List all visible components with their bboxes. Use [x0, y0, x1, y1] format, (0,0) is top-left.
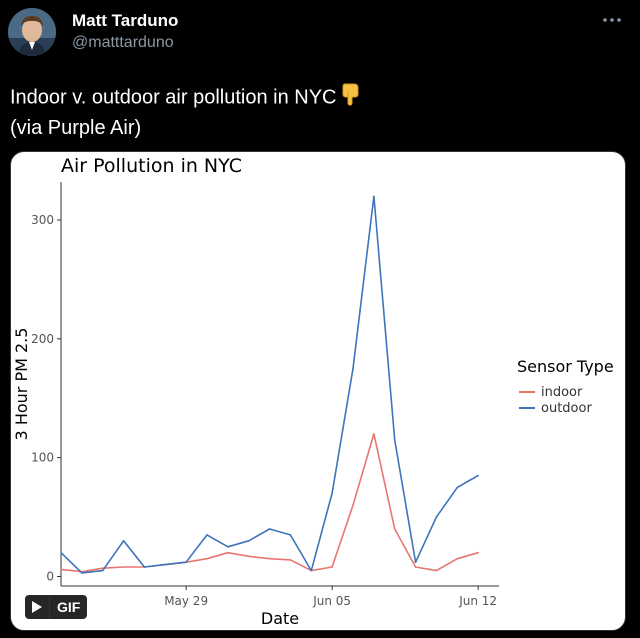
data-point-outdoor	[81, 572, 83, 574]
data-point-outdoor	[227, 545, 229, 548]
x-tick-label: Jun 12	[458, 594, 497, 608]
y-axis-title: 3 Hour PM 2.5	[12, 328, 31, 441]
data-point-outdoor	[310, 569, 313, 572]
y-tick-label: 0	[46, 569, 54, 583]
data-point-outdoor	[206, 534, 208, 536]
data-point-outdoor	[456, 486, 459, 489]
data-point-outdoor	[60, 551, 62, 554]
series-line-outdoor	[60, 195, 479, 574]
pointing-down-emoji-icon	[340, 82, 362, 114]
data-point-outdoor	[122, 540, 125, 542]
data-point-outdoor	[331, 492, 333, 495]
author-handle[interactable]: @matttarduno	[72, 34, 174, 51]
data-point-indoor	[456, 557, 459, 560]
data-point-outdoor	[143, 566, 146, 568]
legend-label-indoor: indoor	[541, 385, 583, 400]
data-point-indoor	[60, 568, 62, 571]
data-point-outdoor	[247, 540, 250, 542]
gif-label: GIF	[49, 595, 88, 619]
chart-title: Air Pollution in NYC	[61, 155, 242, 177]
y-tick-label: 200	[31, 332, 54, 346]
data-point-outdoor	[373, 195, 375, 198]
x-axis-title: Date	[261, 609, 299, 628]
more-options-icon[interactable]	[598, 10, 626, 30]
series-line-indoor	[60, 433, 479, 573]
legend-title: Sensor Type	[517, 357, 614, 376]
gif-badge[interactable]: GIF	[25, 595, 88, 619]
tweet-text: Indoor v. outdoor air pollution in NYC (…	[10, 82, 610, 142]
data-point-indoor	[414, 566, 417, 568]
data-point-indoor	[268, 557, 271, 560]
data-point-indoor	[122, 566, 125, 568]
air-pollution-chart: 0 100 200 300 May 29 Jun 05 Jun 12 Air Pollutio…	[12, 155, 614, 628]
data-point-indoor	[435, 569, 438, 572]
y-tick-label: 100	[31, 451, 54, 465]
data-point-indoor	[331, 566, 333, 568]
author-block: Matt Tarduno @matttarduno	[72, 10, 178, 54]
x-tick-label: Jun 05	[312, 594, 351, 608]
data-point-indoor	[101, 567, 104, 569]
data-point-indoor	[289, 559, 292, 561]
author-avatar-image	[8, 8, 56, 56]
data-point-indoor	[373, 433, 375, 435]
data-point-outdoor	[289, 534, 292, 536]
tweet-media-gif[interactable]: 0 100 200 300 May 29 Jun 05 Jun 12 Air Pollutio…	[10, 151, 626, 631]
play-icon[interactable]	[25, 595, 49, 619]
data-point-indoor	[206, 557, 208, 560]
data-point-indoor	[227, 551, 229, 554]
data-point-outdoor	[435, 516, 438, 518]
tweet-text-line-2: (via Purple Air)	[10, 117, 142, 139]
data-point-outdoor	[185, 561, 187, 564]
legend-label-outdoor: outdoor	[541, 401, 592, 416]
data-point-outdoor	[414, 561, 417, 564]
data-point-outdoor	[393, 439, 396, 441]
data-point-outdoor	[164, 563, 167, 566]
data-point-indoor	[477, 551, 479, 554]
data-point-outdoor	[268, 528, 271, 530]
data-point-outdoor	[352, 367, 354, 370]
data-point-outdoor	[101, 569, 104, 572]
tweet-text-line-1: Indoor v. outdoor air pollution in NYC	[10, 86, 337, 109]
y-tick-label: 300	[31, 213, 54, 227]
data-point-indoor	[393, 528, 396, 530]
data-point-indoor	[352, 504, 354, 507]
x-tick-label: May 29	[164, 594, 208, 608]
data-point-indoor	[247, 555, 250, 558]
data-point-outdoor	[477, 474, 479, 477]
author-avatar[interactable]	[8, 8, 56, 56]
author-name[interactable]: Matt Tarduno	[72, 11, 179, 30]
